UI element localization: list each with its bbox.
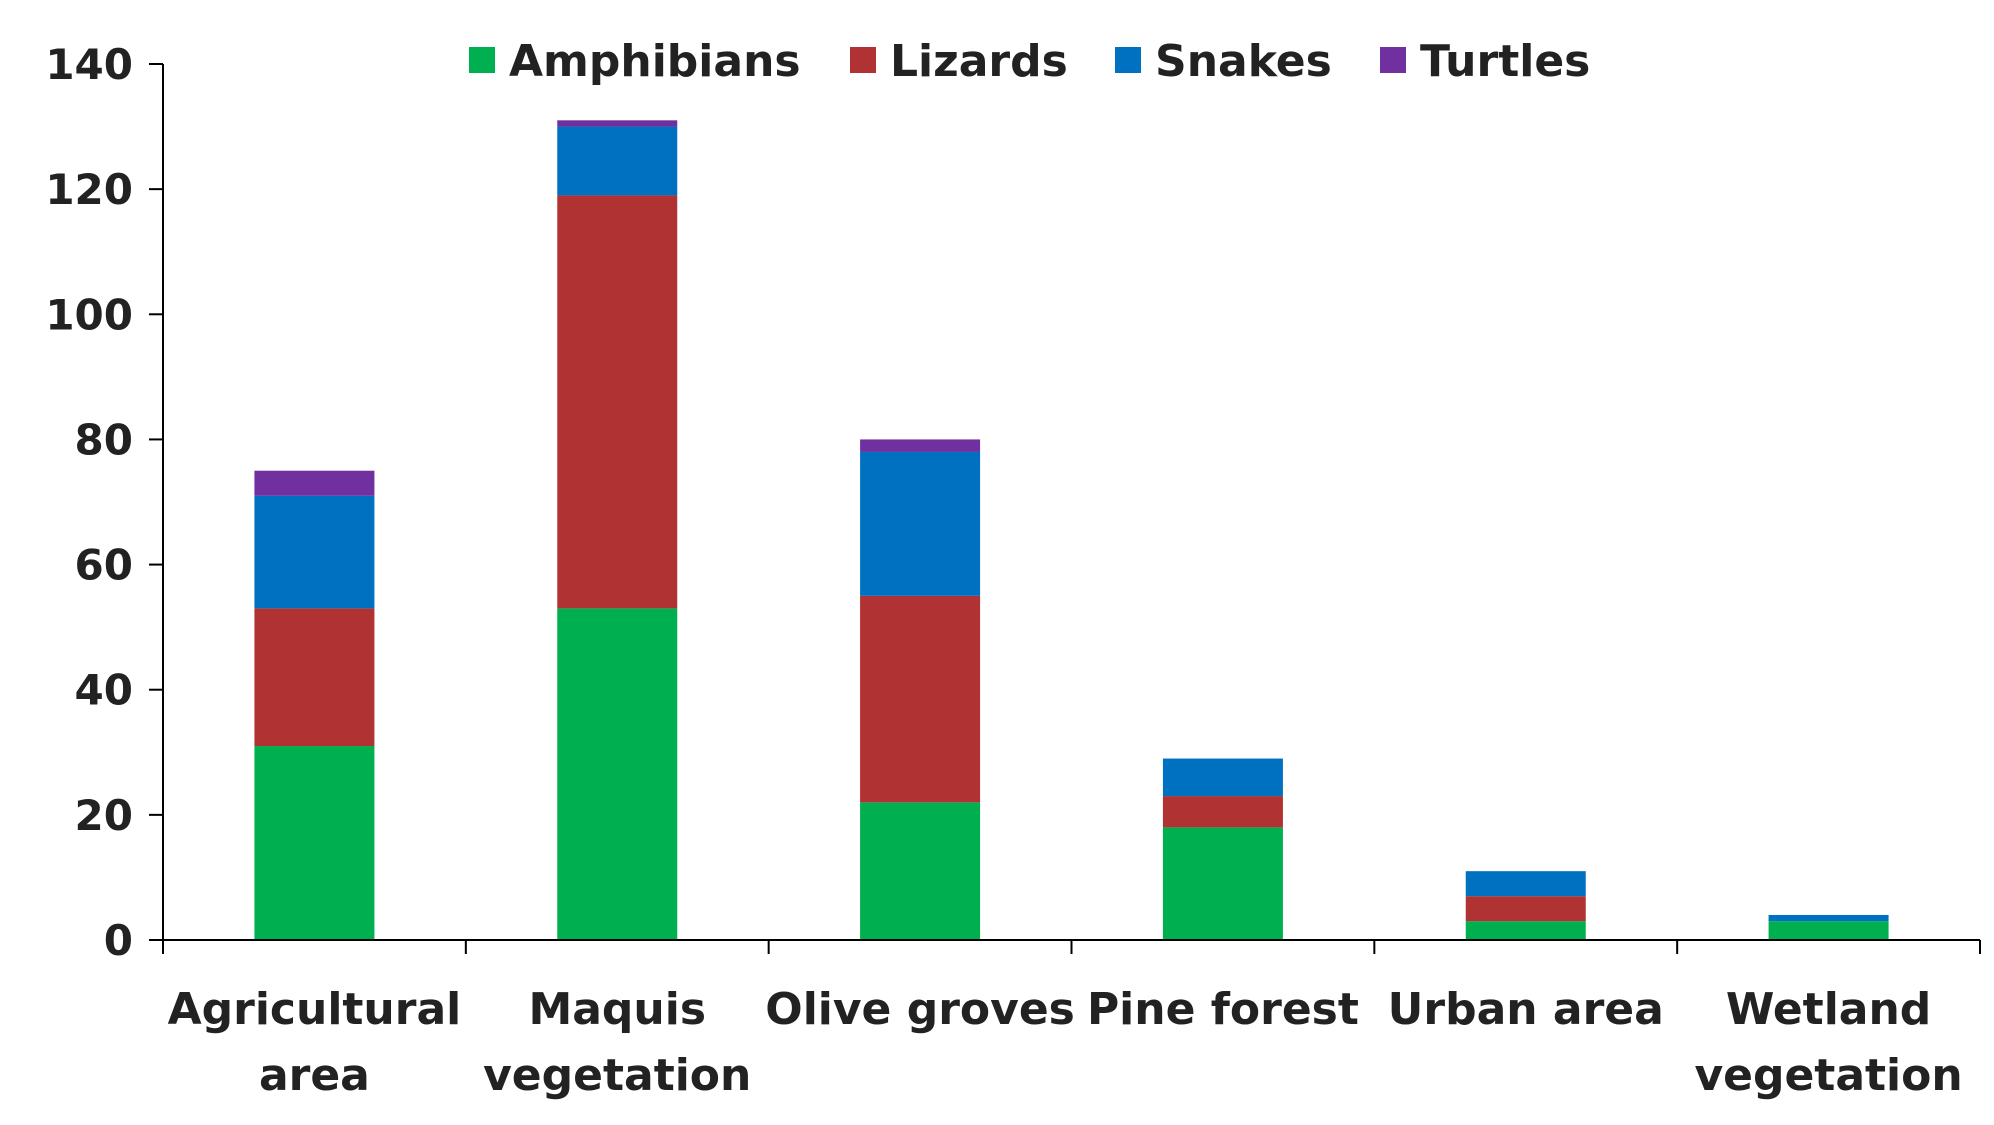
legend-label: Snakes	[1155, 36, 1332, 87]
bar-stack	[1465, 871, 1586, 940]
x-category-label: Olive groves	[765, 984, 1075, 1035]
x-axis-labels: Agricultural area Maquis vegetation Olive gr…	[168, 984, 1963, 1101]
x-category-label: Urban area	[1388, 984, 1664, 1035]
x-category-label: Pine forest	[1087, 984, 1359, 1035]
legend-label: Turtles	[1420, 36, 1590, 87]
bar-segment-amphibians	[1162, 827, 1283, 940]
bar-stack	[557, 120, 678, 940]
bar-segment-snakes	[254, 495, 375, 609]
bar-segment-amphibians	[1465, 921, 1586, 940]
legend-label: Lizards	[890, 36, 1068, 87]
legend-swatch	[469, 47, 495, 73]
x-category-label: area	[259, 1050, 370, 1101]
x-category-label: Agricultural	[168, 984, 462, 1035]
y-tick-label: 0	[104, 916, 133, 965]
bar-stack	[860, 439, 981, 940]
axes	[162, 64, 1980, 941]
legend-swatch	[850, 47, 876, 73]
bar-segment-lizards	[1162, 796, 1283, 828]
bar-segment-snakes	[860, 451, 981, 596]
bar-segment-amphibians	[557, 608, 678, 940]
legend-swatch	[1115, 47, 1141, 73]
bar-segment-amphibians	[1768, 921, 1889, 940]
x-category-label: Maquis	[528, 984, 706, 1035]
legend: Amphibians Lizards Snakes Turtles	[469, 36, 1590, 87]
bar-segment-amphibians	[860, 802, 981, 940]
bar-segment-amphibians	[254, 746, 375, 940]
y-axis-ticks: 0 20 40 60 80 100 120 140	[45, 40, 163, 965]
y-tick-label: 100	[45, 290, 133, 339]
y-tick-label: 120	[45, 165, 133, 214]
bar-segment-turtles	[557, 120, 678, 127]
bar-segment-snakes	[557, 126, 678, 196]
y-tick-label: 80	[75, 415, 133, 464]
x-category-label: vegetation	[483, 1050, 751, 1101]
legend-label: Amphibians	[509, 36, 801, 87]
bar-stack	[254, 470, 375, 940]
bar-segment-turtles	[254, 470, 375, 496]
y-tick-label: 40	[75, 666, 133, 715]
legend-swatch	[1380, 47, 1406, 73]
bars	[254, 120, 1889, 940]
bar-segment-lizards	[1465, 896, 1586, 922]
bar-segment-lizards	[860, 595, 981, 803]
x-axis-ticks	[162, 940, 1981, 954]
bar-stack	[1162, 758, 1283, 940]
bar-segment-snakes	[1465, 871, 1586, 897]
bar-segment-lizards	[557, 195, 678, 609]
x-category-label: vegetation	[1694, 1050, 1962, 1101]
bar-stack	[1768, 914, 1889, 940]
bar-segment-snakes	[1768, 914, 1889, 922]
bar-segment-snakes	[1162, 758, 1283, 797]
y-tick-label: 140	[45, 40, 133, 89]
bar-segment-lizards	[254, 608, 375, 747]
y-tick-label: 20	[75, 791, 133, 840]
x-category-label: Wetland	[1726, 984, 1931, 1035]
bar-segment-turtles	[860, 439, 981, 452]
y-tick-label: 60	[75, 541, 133, 590]
